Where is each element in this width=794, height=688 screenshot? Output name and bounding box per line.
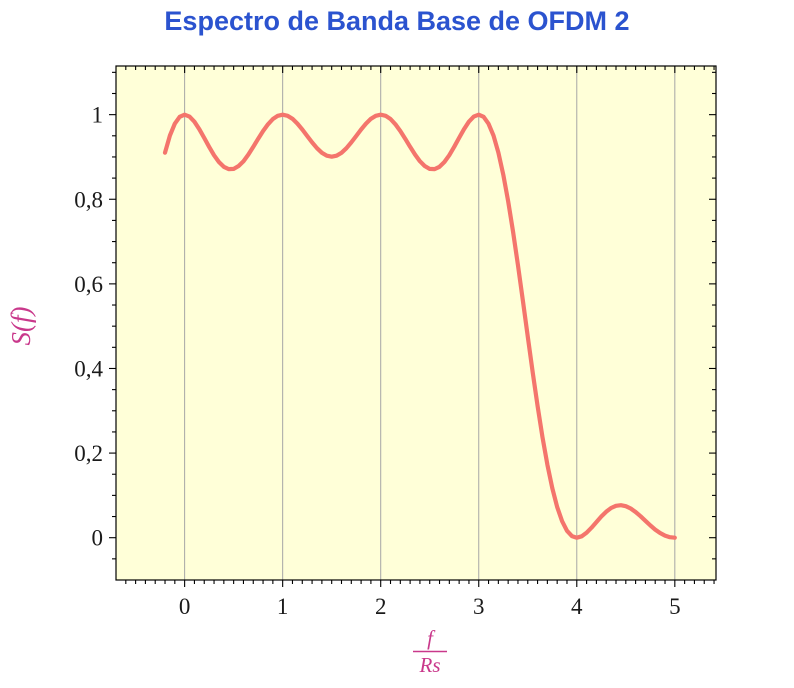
spectrum-curve — [162, 112, 677, 540]
x-label-numerator: f — [427, 626, 436, 650]
y-tick-label: 0,8 — [74, 187, 103, 212]
grid-lines — [184, 66, 676, 580]
x-tick-label: 0 — [179, 594, 191, 619]
y-tick-label: 0 — [92, 526, 104, 551]
x-tick-label: 5 — [669, 594, 681, 619]
x-tick-label: 4 — [571, 594, 583, 619]
x-tick-labels: 0 1 2 3 4 5 — [179, 594, 681, 619]
y-tick-label: 0,4 — [74, 356, 103, 381]
y-tick-label: 0,6 — [74, 272, 103, 297]
y-tick-labels: 0 0,2 0,4 0,6 0,8 1 — [74, 103, 103, 551]
y-tick-label: 0,2 — [74, 441, 103, 466]
chart-title: Espectro de Banda Base de OFDM 2 — [164, 6, 630, 36]
x-label-denominator: Rs — [419, 653, 441, 677]
x-tick-label: 1 — [277, 594, 289, 619]
axis-ticks — [109, 66, 716, 587]
x-tick-label: 3 — [473, 594, 485, 619]
x-axis-label: f Rs — [413, 626, 447, 677]
plot-frame — [115, 65, 717, 581]
y-tick-label: 1 — [92, 103, 104, 128]
plot-background — [116, 66, 716, 580]
x-tick-label: 2 — [375, 594, 387, 619]
y-axis-label: S(f) — [6, 306, 36, 345]
